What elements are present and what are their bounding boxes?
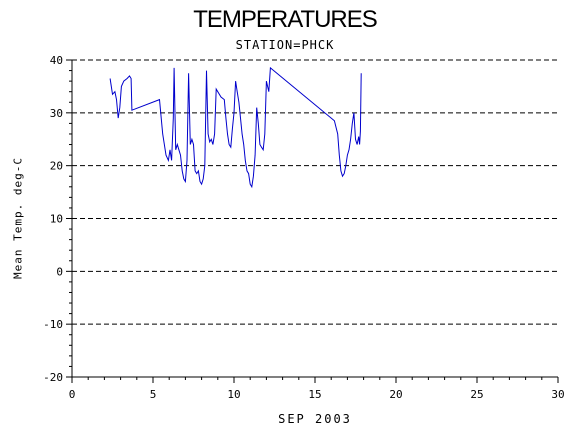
axis-ticks: -20 -10 0 10 20 30 40 0 5 10 15 20 25 30 <box>43 54 565 401</box>
x-tick-label: 20 <box>389 388 402 401</box>
series-line <box>109 66 362 189</box>
y-tick-label: 10 <box>50 213 63 226</box>
x-tick-label: 15 <box>308 388 321 401</box>
x-tick-label: 30 <box>551 388 564 401</box>
y-tick-label: 40 <box>50 54 63 67</box>
y-tick-label: -10 <box>43 318 63 331</box>
y-tick-label: 30 <box>50 107 63 120</box>
y-axis-label: Mean Temp. deg-C <box>11 157 25 279</box>
x-tick-label: 0 <box>69 388 76 401</box>
chart-subtitle: STATION=PHCK <box>235 38 335 52</box>
y-tick-label: 0 <box>56 265 63 278</box>
series-group <box>109 66 362 189</box>
y-tick-label: 20 <box>50 160 63 173</box>
chart-title: TEMPERATURES <box>193 6 378 33</box>
grid-lines <box>72 59 558 378</box>
x-axis-label: SEP 2003 <box>278 412 352 426</box>
x-tick-label: 10 <box>227 388 240 401</box>
x-tick-label: 25 <box>470 388 483 401</box>
y-tick-label: -20 <box>43 371 63 384</box>
x-tick-label: 5 <box>150 388 157 401</box>
